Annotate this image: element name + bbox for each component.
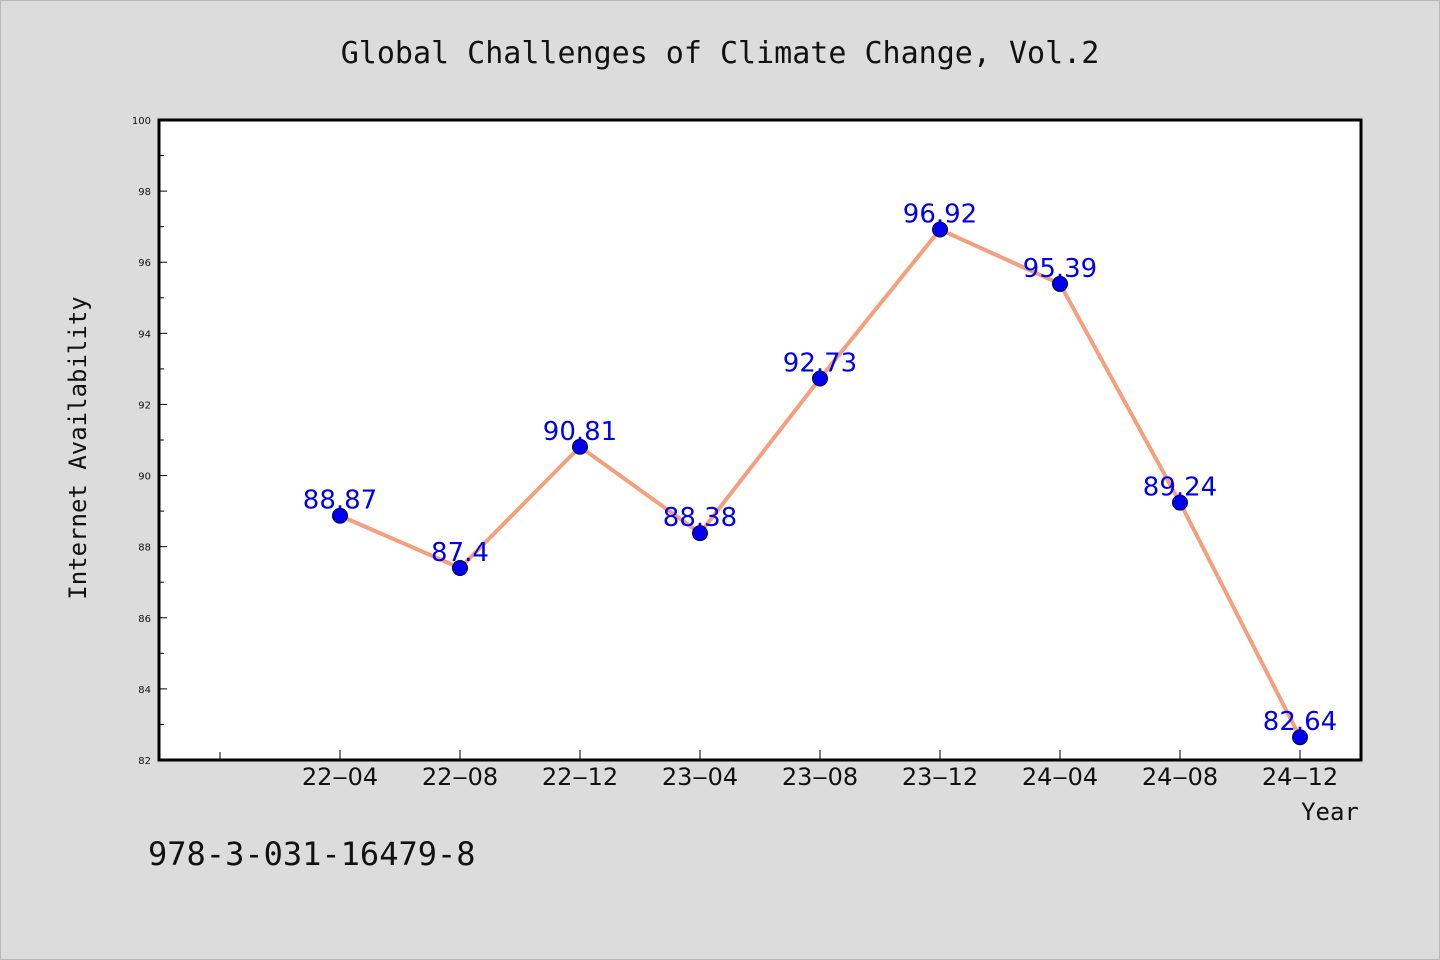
data-label: 92.73 [783, 348, 857, 378]
data-point [452, 560, 468, 576]
data-label: 89.24 [1143, 473, 1217, 503]
data-label: 90.81 [543, 417, 617, 447]
x-tick-label: 22‒04 [302, 763, 378, 791]
chart-title: Global Challenges of Climate Change, Vol… [341, 36, 1100, 71]
x-tick-label: 23‒04 [662, 763, 738, 791]
y-tick-label: 90 [138, 472, 151, 483]
data-label: 88.87 [303, 486, 377, 516]
x-tick-label: 24‒04 [1022, 763, 1098, 791]
x-tick-label: 23‒12 [902, 763, 978, 791]
data-label: 87.4 [431, 538, 489, 568]
data-label: 88.38 [663, 503, 737, 533]
x-axis-label: Year [1301, 798, 1359, 826]
y-tick-label: 96 [138, 258, 151, 269]
data-point [572, 438, 588, 455]
data-point [1292, 729, 1308, 746]
data-point [1052, 275, 1068, 292]
x-axis: 22‒04 22‒08 22‒12 23‒04 23‒08 23‒12 24‒04 24‒08… [219, 750, 1338, 791]
y-tick-label: 92 [138, 400, 151, 411]
data-point [932, 221, 948, 238]
data-label: 96.92 [903, 200, 977, 230]
x-tick-label: 23‒08 [782, 763, 858, 791]
y-axis-label: Internet Availability [64, 296, 92, 599]
y-tick-label: 88 [138, 543, 151, 554]
isbn-label: 978-3-031-16479-8 [148, 835, 476, 873]
plot-area [159, 120, 1361, 760]
plot-border [157, 118, 1363, 762]
data-point [812, 370, 828, 387]
data-label: 95.39 [1023, 254, 1097, 284]
x-tick-label: 22‒12 [542, 763, 618, 791]
y-tick-label: 94 [138, 329, 151, 340]
data-point [1172, 494, 1188, 511]
data-label: 82.64 [1263, 707, 1337, 737]
y-tick-label: 98 [138, 187, 151, 198]
x-tick-label: 22‒08 [422, 763, 498, 791]
x-tick-label: 24‒12 [1262, 763, 1338, 791]
y-tick-label: 100 [132, 116, 151, 127]
y-tick-label: 86 [138, 614, 151, 625]
y-tick-label: 82 [138, 756, 151, 767]
data-point [692, 525, 708, 542]
data-labels: 88.87 87.4 90.81 88.38 92.73 96.92 95.39 89.24 8… [303, 200, 1337, 738]
series-markers [332, 221, 1308, 746]
y-tick-label: 84 [138, 685, 151, 696]
x-tick-label: 24‒08 [1142, 763, 1218, 791]
data-point [332, 507, 348, 524]
